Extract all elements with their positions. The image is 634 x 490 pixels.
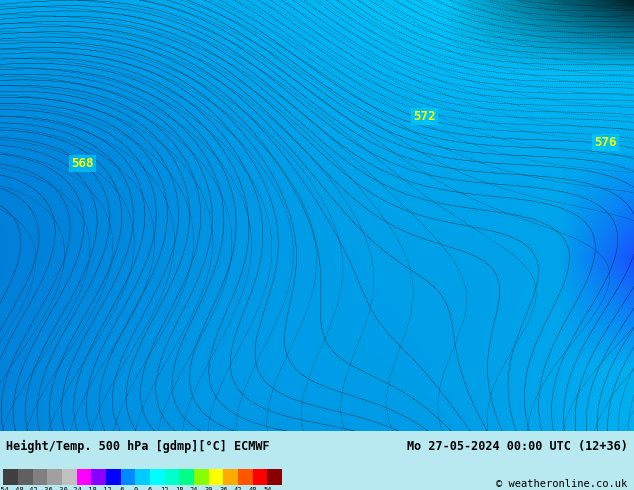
- Text: 30: 30: [205, 487, 213, 490]
- Bar: [18, 469, 32, 485]
- Bar: [106, 469, 120, 485]
- Text: © weatheronline.co.uk: © weatheronline.co.uk: [496, 479, 628, 489]
- Text: -30: -30: [56, 487, 68, 490]
- Text: 572: 572: [413, 110, 436, 123]
- Text: Mo 27-05-2024 00:00 UTC (12+36): Mo 27-05-2024 00:00 UTC (12+36): [407, 440, 628, 453]
- Bar: [32, 469, 47, 485]
- Text: 24: 24: [190, 487, 198, 490]
- Bar: [91, 469, 106, 485]
- Text: 568: 568: [71, 157, 94, 171]
- Text: 12: 12: [160, 487, 169, 490]
- Bar: [47, 469, 62, 485]
- Bar: [135, 469, 150, 485]
- Text: -36: -36: [41, 487, 54, 490]
- Bar: [238, 469, 253, 485]
- Bar: [209, 469, 223, 485]
- Text: 6: 6: [148, 487, 152, 490]
- Bar: [223, 469, 238, 485]
- Text: 42: 42: [234, 487, 242, 490]
- Text: Height/Temp. 500 hPa [gdmp][°C] ECMWF: Height/Temp. 500 hPa [gdmp][°C] ECMWF: [6, 440, 270, 453]
- Bar: [62, 469, 77, 485]
- Bar: [120, 469, 135, 485]
- Text: -24: -24: [70, 487, 83, 490]
- Bar: [194, 469, 209, 485]
- Bar: [268, 469, 282, 485]
- Bar: [253, 469, 268, 485]
- Bar: [150, 469, 165, 485]
- Bar: [77, 469, 91, 485]
- Text: 36: 36: [219, 487, 228, 490]
- Text: -12: -12: [100, 487, 112, 490]
- Text: -6: -6: [117, 487, 125, 490]
- Bar: [3, 469, 18, 485]
- Text: -48: -48: [11, 487, 24, 490]
- Text: 48: 48: [249, 487, 257, 490]
- Bar: [179, 469, 194, 485]
- Text: -42: -42: [26, 487, 39, 490]
- Bar: [165, 469, 179, 485]
- Text: -18: -18: [85, 487, 98, 490]
- Text: 18: 18: [175, 487, 184, 490]
- Text: 54: 54: [263, 487, 272, 490]
- Text: 0: 0: [133, 487, 138, 490]
- Text: 576: 576: [594, 136, 617, 149]
- Text: -54: -54: [0, 487, 10, 490]
